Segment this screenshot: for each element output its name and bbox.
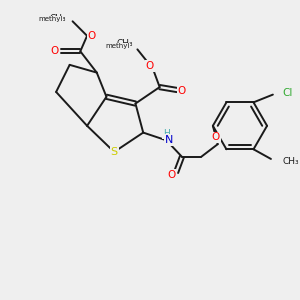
Text: Cl: Cl (283, 88, 293, 98)
Text: O: O (88, 31, 96, 41)
Text: O: O (178, 86, 186, 96)
Text: CH₃: CH₃ (49, 14, 66, 23)
Text: S: S (111, 147, 118, 157)
Text: O: O (167, 170, 176, 180)
Text: O: O (146, 61, 154, 71)
Text: CH₃: CH₃ (283, 158, 299, 166)
Text: methyl: methyl (38, 16, 63, 22)
Text: methyl: methyl (105, 44, 130, 50)
Text: O: O (50, 46, 58, 56)
Text: CH₃: CH₃ (117, 39, 134, 48)
Text: O: O (212, 132, 220, 142)
Text: H: H (163, 129, 170, 138)
Text: N: N (165, 135, 173, 145)
